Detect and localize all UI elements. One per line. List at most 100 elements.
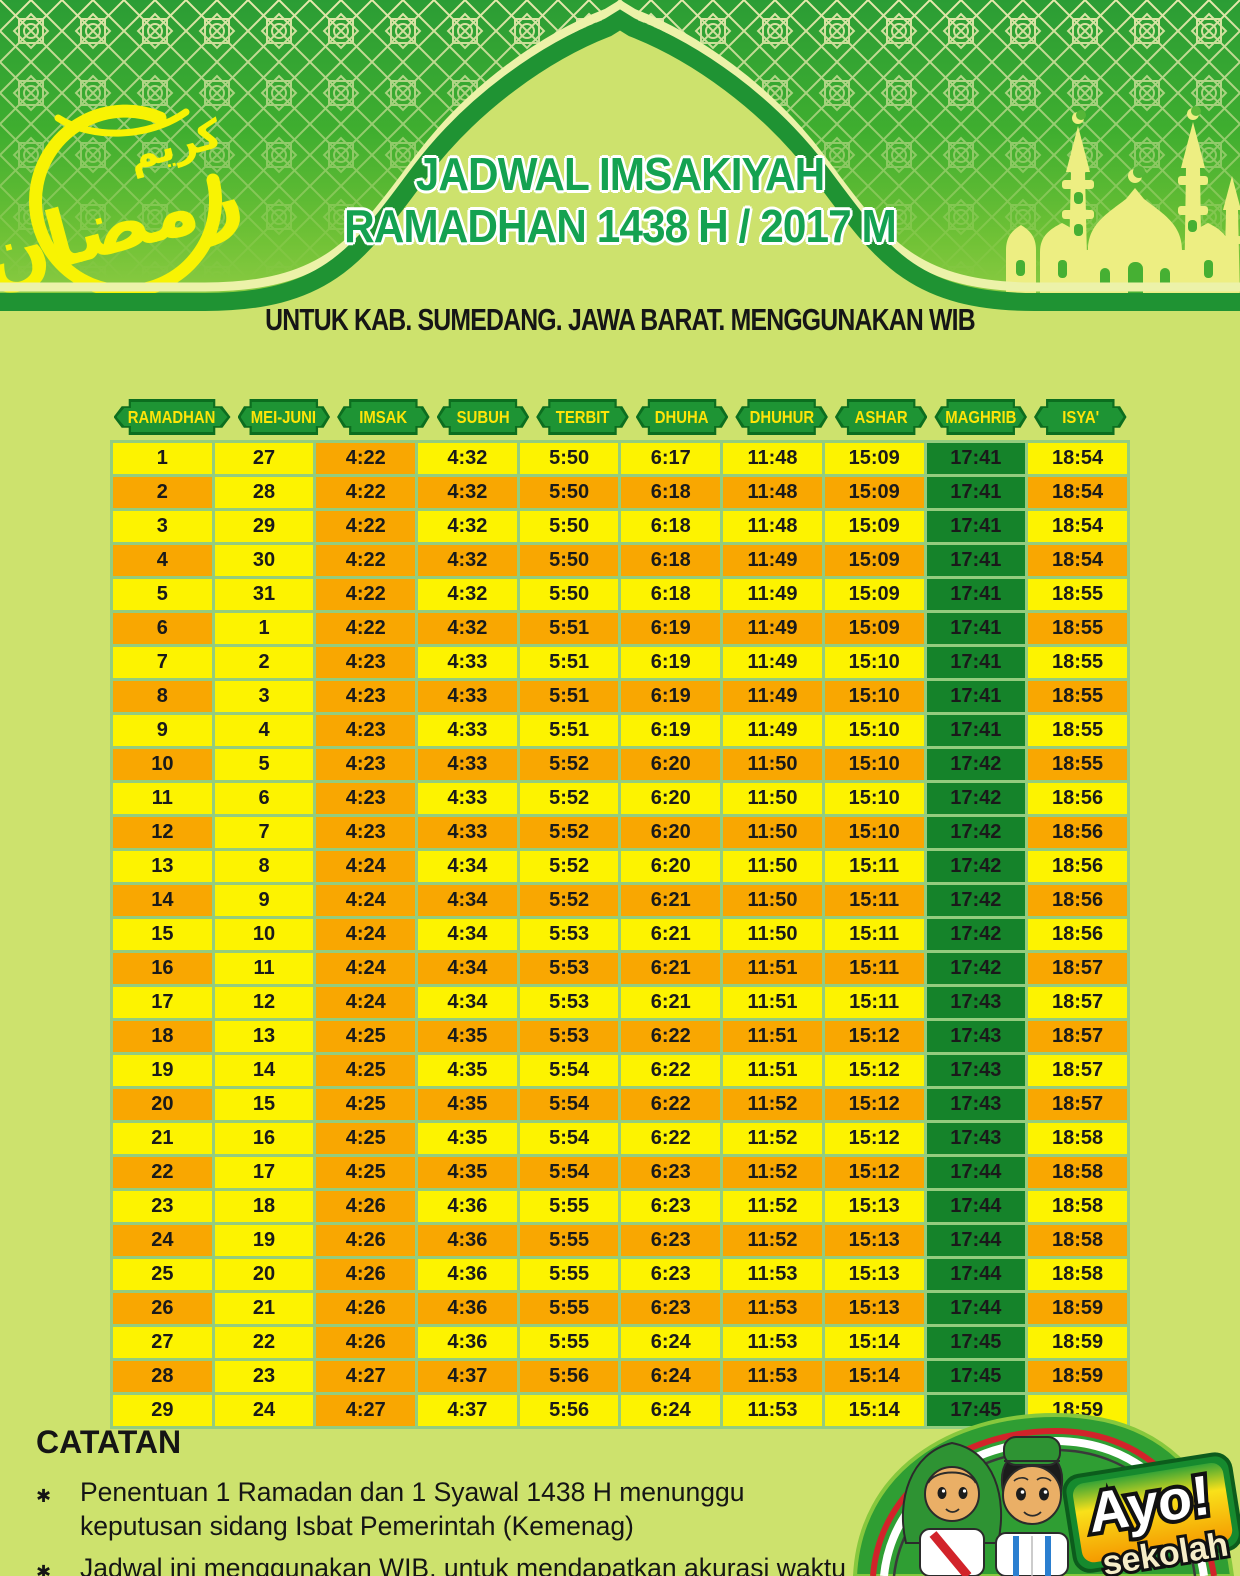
cell: 20 xyxy=(214,1259,314,1290)
table-row: 7 2 4:23 4:33 5:51 6:19 11:49 15:10 17:41 18:55 xyxy=(113,647,1127,678)
dome-light-edge xyxy=(0,0,1240,292)
cell: 5:50 xyxy=(519,511,619,542)
cell: 5:51 xyxy=(519,715,619,746)
cell: 17:42 xyxy=(926,749,1026,780)
cell: 6:17 xyxy=(621,443,721,474)
cell: 11:52 xyxy=(723,1123,822,1154)
cell: 15:11 xyxy=(824,919,924,950)
cell: 11:49 xyxy=(723,647,822,678)
cell: 15:10 xyxy=(824,817,924,848)
cell: 6:23 xyxy=(621,1225,721,1256)
cell: 2 xyxy=(113,477,212,508)
cell: 18:58 xyxy=(1028,1259,1127,1290)
table-row: 12 7 4:23 4:33 5:52 6:20 11:50 15:10 17:42 18:56 xyxy=(113,817,1127,848)
cell: 5:55 xyxy=(519,1259,619,1290)
cell: 8 xyxy=(214,851,314,882)
table-row: 28 23 4:27 4:37 5:56 6:24 11:53 15:14 17:45 18:59 xyxy=(113,1361,1127,1392)
cell: 5:55 xyxy=(519,1191,619,1222)
column-label: RAMADHAN xyxy=(128,406,216,427)
cell: 15:09 xyxy=(824,579,924,610)
cell: 10 xyxy=(113,749,212,780)
column-badge-ramadhan: RAMADHAN xyxy=(110,399,234,435)
cell: 11:50 xyxy=(723,919,822,950)
cell: 24 xyxy=(214,1395,314,1426)
cell: 6:23 xyxy=(621,1293,721,1324)
table-row: 5 31 4:22 4:32 5:50 6:18 11:49 15:09 17:41 18:55 xyxy=(113,579,1127,610)
column-badge-dhuhur: DHUHUR xyxy=(732,399,832,435)
cell: 5:52 xyxy=(519,817,619,848)
subtitle: UNTUK KAB. SUMEDANG. JAWA BARAT. MENGGUN… xyxy=(265,302,976,337)
badge-shape: DHUHUR xyxy=(735,399,828,435)
cell: 2 xyxy=(214,647,314,678)
column-label: MAGHRIB xyxy=(945,406,1017,427)
cell: 11:48 xyxy=(723,511,822,542)
cell: 11:52 xyxy=(723,1157,822,1188)
cell: 11:53 xyxy=(723,1395,822,1426)
cell: 15:11 xyxy=(824,953,924,984)
cell: 7 xyxy=(113,647,212,678)
badge-shape: IMSAK xyxy=(337,399,430,435)
cell: 17:42 xyxy=(926,885,1026,916)
cell: 11:50 xyxy=(723,749,822,780)
cell: 5:54 xyxy=(519,1123,619,1154)
cell: 11:53 xyxy=(723,1361,822,1392)
cell: 6 xyxy=(214,783,314,814)
cell: 18:56 xyxy=(1028,817,1127,848)
badge-shape: SUBUH xyxy=(436,399,530,435)
cell: 4:23 xyxy=(316,647,416,678)
cell: 11:49 xyxy=(723,579,822,610)
cell: 18 xyxy=(214,1191,314,1222)
cell: 11:53 xyxy=(723,1327,822,1358)
cell: 4:24 xyxy=(316,987,416,1018)
cell: 5:53 xyxy=(519,987,619,1018)
cell: 6:23 xyxy=(621,1259,721,1290)
table-row: 26 21 4:26 4:36 5:55 6:23 11:53 15:13 17:44 18:59 xyxy=(113,1293,1127,1324)
cell: 5:50 xyxy=(519,579,619,610)
cell: 11:53 xyxy=(723,1259,822,1290)
cell: 17:44 xyxy=(926,1191,1026,1222)
cell: 18:58 xyxy=(1028,1157,1127,1188)
cell: 18:59 xyxy=(1028,1327,1127,1358)
note-bullet-icon: ✱ xyxy=(36,1486,52,1506)
cell: 5:52 xyxy=(519,851,619,882)
cell: 4:33 xyxy=(418,647,517,678)
cell: 17:42 xyxy=(926,817,1026,848)
table-row: 8 3 4:23 4:33 5:51 6:19 11:49 15:10 17:41 18:55 xyxy=(113,681,1127,712)
cell: 4:26 xyxy=(316,1293,416,1324)
cell: 4:23 xyxy=(316,817,416,848)
cell: 17:42 xyxy=(926,919,1026,950)
cell: 4:35 xyxy=(418,1055,517,1086)
cell: 18:58 xyxy=(1028,1191,1127,1222)
cell: 4:25 xyxy=(316,1021,416,1052)
cell: 17:44 xyxy=(926,1293,1026,1324)
cell: 17:41 xyxy=(926,511,1026,542)
cell: 4:32 xyxy=(418,545,517,576)
cell: 18:59 xyxy=(1028,1293,1127,1324)
cell: 5:52 xyxy=(519,749,619,780)
cell: 17:45 xyxy=(926,1361,1026,1392)
cell: 17:42 xyxy=(926,851,1026,882)
table-row: 13 8 4:24 4:34 5:52 6:20 11:50 15:11 17:42 18:56 xyxy=(113,851,1127,882)
cell: 18:56 xyxy=(1028,885,1127,916)
cell: 6:21 xyxy=(621,919,721,950)
cell: 4:35 xyxy=(418,1089,517,1120)
cell: 17:43 xyxy=(926,1055,1026,1086)
cell: 4:23 xyxy=(316,681,416,712)
cell: 4:37 xyxy=(418,1361,517,1392)
cell: 6:19 xyxy=(621,613,721,644)
cell: 27 xyxy=(113,1327,212,1358)
cell: 11:48 xyxy=(723,477,822,508)
cell: 4:32 xyxy=(418,579,517,610)
cell: 4:22 xyxy=(316,579,416,610)
cell: 4:36 xyxy=(418,1259,517,1290)
cell: 4:32 xyxy=(418,511,517,542)
cell: 17:44 xyxy=(926,1259,1026,1290)
note-item: ✱ Jadwal ini menggunakan WIB, untuk menda… xyxy=(36,1551,871,1576)
cell: 6:19 xyxy=(621,647,721,678)
table-row: 11 6 4:23 4:33 5:52 6:20 11:50 15:10 17:42 18:56 xyxy=(113,783,1127,814)
cell: 15:12 xyxy=(824,1021,924,1052)
cell: 11:49 xyxy=(723,613,822,644)
cell: 6:20 xyxy=(621,749,721,780)
cell: 12 xyxy=(113,817,212,848)
